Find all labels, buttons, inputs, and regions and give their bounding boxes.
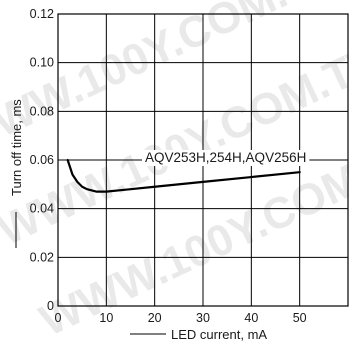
x-tick-label: 0 xyxy=(55,311,62,325)
x-tick-label: 20 xyxy=(148,311,162,325)
series-label-bg xyxy=(142,150,310,166)
y-tick-label: 0.06 xyxy=(30,153,54,167)
series-layer: AQV253H,254H,AQV256H xyxy=(66,150,310,193)
y-tick-labels: 0 0.02 0.04 0.06 0.08 0.10 0.12 xyxy=(30,7,54,313)
x-tick-label: 40 xyxy=(244,311,258,325)
x-tick-label: 10 xyxy=(99,311,113,325)
series-label: AQV253H,254H,AQV256H xyxy=(145,150,306,165)
y-tick-label: 0.12 xyxy=(30,7,54,21)
y-tick-label: 0.10 xyxy=(30,56,54,70)
y-tick-label: 0.02 xyxy=(30,250,54,264)
y-axis-label: Turn off time, ms xyxy=(9,99,24,196)
x-axis-title: LED current, mA xyxy=(130,327,267,342)
y-tick-label: 0 xyxy=(47,299,54,313)
plot-frame xyxy=(57,13,349,307)
series-line xyxy=(66,158,301,193)
x-tick-labels: 0 10 20 30 40 50 xyxy=(55,311,307,325)
x-axis-label: LED current, mA xyxy=(171,327,267,342)
y-tick-label: 0.04 xyxy=(30,202,54,216)
y-tick-label: 0.08 xyxy=(30,104,54,118)
x-tick-label: 30 xyxy=(196,311,210,325)
y-axis-title: Turn off time, ms xyxy=(9,99,24,248)
x-tick-label: 50 xyxy=(293,311,307,325)
